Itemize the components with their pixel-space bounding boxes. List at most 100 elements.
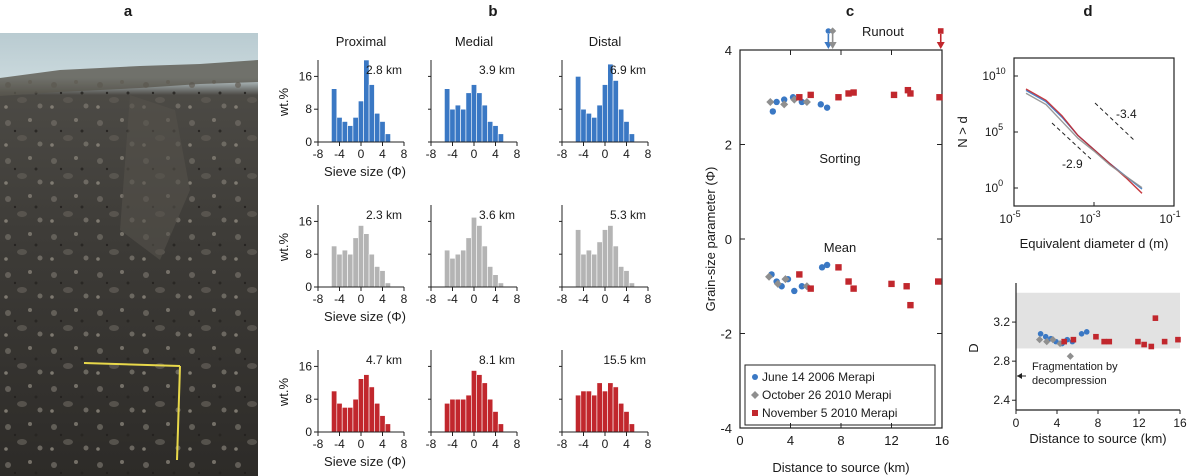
hist-x-tick-label: 0 bbox=[358, 147, 365, 161]
mean-point bbox=[850, 285, 857, 292]
hist-bar bbox=[460, 249, 467, 288]
hist-x-tick-label: 4 bbox=[492, 437, 499, 451]
grain-x-tick-label: 16 bbox=[935, 433, 949, 448]
hist-bar bbox=[347, 253, 354, 288]
hist-bar bbox=[476, 225, 483, 288]
hist-bar bbox=[374, 113, 381, 143]
sorting-point bbox=[904, 86, 912, 94]
hist-bar bbox=[497, 282, 504, 288]
hist-bar bbox=[471, 370, 477, 433]
hist-x-tick-label: 0 bbox=[358, 437, 365, 451]
hist-x-tick-label: 4 bbox=[379, 437, 386, 451]
hist-x-tick-label: -8 bbox=[426, 437, 437, 451]
hist-bar bbox=[607, 382, 614, 433]
hist-bar bbox=[379, 415, 386, 433]
hist-bar bbox=[612, 245, 619, 288]
hist-bar bbox=[471, 217, 477, 288]
hist-bar bbox=[575, 229, 582, 288]
histogram-2-2: -8 -4 0 4 8 15.5 km bbox=[557, 350, 652, 451]
hist-x-tick-label: 8 bbox=[514, 147, 521, 161]
hist-x-tick-label: 8 bbox=[645, 147, 652, 161]
mean-point bbox=[845, 278, 852, 285]
cum-x-tick-label: 10-3 bbox=[1079, 209, 1100, 226]
grain-size-y-axis-label: Grain-size parameter (Φ) bbox=[703, 167, 718, 312]
sorting-point bbox=[766, 97, 775, 106]
hist-bar bbox=[352, 117, 359, 143]
fractal-point bbox=[1049, 336, 1057, 344]
hist-bar bbox=[591, 253, 598, 288]
hist-bar bbox=[341, 121, 348, 143]
hist-x-tick-label: 0 bbox=[358, 292, 365, 306]
panel-label-d: d bbox=[1083, 3, 1092, 20]
sorting-point bbox=[850, 89, 857, 96]
fractal-point bbox=[1106, 338, 1113, 345]
hist-bar bbox=[331, 88, 338, 143]
hist-bar bbox=[444, 249, 451, 288]
mean-point bbox=[765, 272, 774, 281]
hist-bar bbox=[374, 402, 381, 433]
runout-marker bbox=[825, 28, 832, 34]
hist-bar bbox=[347, 125, 354, 143]
column-title-proximal: Proximal bbox=[336, 34, 387, 49]
hist-bar bbox=[347, 407, 354, 433]
hist-bar bbox=[374, 266, 381, 288]
sorting-point bbox=[769, 108, 777, 115]
hist-x-tick-label: 4 bbox=[623, 437, 630, 451]
hist-bar bbox=[454, 104, 461, 143]
grain-y-tick-label: -4 bbox=[720, 421, 732, 436]
hist-bar bbox=[618, 402, 625, 433]
fractal-point bbox=[1070, 336, 1077, 343]
hist-x-label: Sieve size (Φ) bbox=[324, 164, 406, 179]
mean-point bbox=[807, 285, 814, 292]
hist-bar bbox=[585, 113, 592, 143]
hist-bar bbox=[476, 92, 483, 143]
grain-size-legend: June 14 2006 Merapi October 26 2010 Mera… bbox=[744, 364, 936, 426]
hist-x-tick-label: -4 bbox=[334, 147, 345, 161]
fragmentation-label-line1: Fragmentation by bbox=[1032, 361, 1118, 373]
hist-bar bbox=[363, 374, 370, 433]
grain-x-tick-label: 0 bbox=[736, 433, 743, 448]
fractal-x-axis-label: Distance to source (km) bbox=[1029, 431, 1166, 446]
hist-bar bbox=[465, 394, 472, 433]
hist-bar bbox=[379, 270, 386, 288]
hist-x-tick-label: 8 bbox=[645, 437, 652, 451]
hist-bar bbox=[580, 253, 587, 288]
hist-bar bbox=[454, 398, 461, 433]
hist-bar bbox=[481, 104, 488, 143]
hist-bar bbox=[368, 253, 375, 288]
hist-x-tick-label: 0 bbox=[602, 292, 609, 306]
hist-x-tick-label: 4 bbox=[379, 147, 386, 161]
fragmentation-label-line2: decompression bbox=[1032, 375, 1107, 387]
hist-bar bbox=[487, 398, 494, 433]
hist-x-label: Sieve size (Φ) bbox=[324, 309, 406, 324]
histogram-grid: Proximal Medial Distal-8 -4 0 4 80816wt.%Sieve… bbox=[276, 34, 652, 469]
hist-bar bbox=[580, 108, 587, 143]
hist-bar bbox=[384, 423, 391, 433]
hist-x-tick-label: -4 bbox=[334, 437, 345, 451]
hist-x-tick-label: 4 bbox=[492, 147, 499, 161]
hist-bar bbox=[623, 411, 630, 433]
hist-x-tick-label: 8 bbox=[401, 437, 408, 451]
hist-bar bbox=[460, 108, 467, 143]
hist-y-tick-label: 0 bbox=[305, 425, 312, 439]
hist-x-tick-label: -4 bbox=[447, 292, 458, 306]
fractal-point bbox=[1043, 338, 1051, 346]
legend-marker-oct-2010 bbox=[751, 391, 759, 399]
hist-x-tick-label: -8 bbox=[313, 437, 324, 451]
hist-x-tick-label: 8 bbox=[645, 292, 652, 306]
sorting-point bbox=[845, 90, 852, 97]
hist-bar bbox=[628, 282, 635, 288]
hist-bar bbox=[465, 92, 472, 143]
legend-marker-2006 bbox=[752, 374, 758, 380]
hist-x-tick-label: 8 bbox=[514, 292, 521, 306]
hist-x-tick-label: 0 bbox=[471, 292, 478, 306]
hist-bar bbox=[358, 378, 364, 433]
sorting-point bbox=[773, 98, 780, 106]
hist-bar bbox=[341, 407, 348, 433]
histogram-2-1: -8 -4 0 4 8 8.1 km bbox=[426, 350, 521, 451]
hist-bar bbox=[623, 270, 630, 288]
cum-x-tick-label: 10-5 bbox=[999, 209, 1020, 226]
mean-point bbox=[888, 280, 895, 288]
fractal-point bbox=[1056, 339, 1064, 348]
